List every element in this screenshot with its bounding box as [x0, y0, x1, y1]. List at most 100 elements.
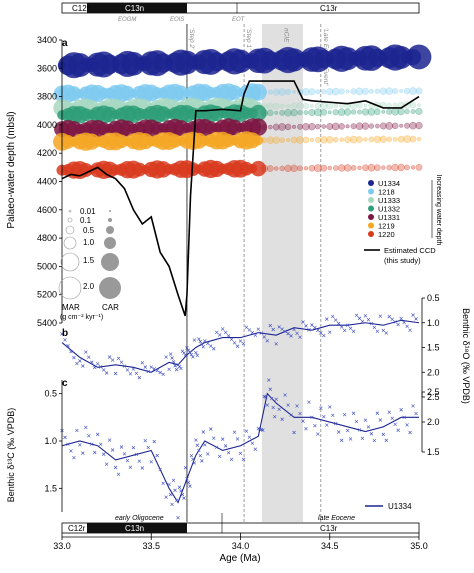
- d18o-point-6-5: [174, 367, 179, 372]
- d18o-point-10-3: [212, 347, 216, 351]
- point-u1332-60: [415, 107, 423, 115]
- x-tick-label-4: 35.0: [410, 541, 428, 551]
- point-1218-50: [355, 87, 364, 96]
- d13c-point-16-3: [301, 419, 305, 423]
- point-u1331-35: [268, 124, 273, 130]
- point-u1331-56: [391, 122, 399, 130]
- d18o-point-3-5: [128, 372, 133, 376]
- d13c-point-18-3: [336, 430, 341, 434]
- d18o-point-13-2: [262, 335, 267, 339]
- point-1220-40: [297, 165, 303, 172]
- y-axis-label-a: Palaeo-water depth (mbsl): [6, 111, 17, 228]
- point-u1332-54: [381, 109, 386, 114]
- point-1220-38: [284, 164, 292, 173]
- point-1218-52: [369, 88, 374, 94]
- d13c-point-1-1: [81, 451, 85, 455]
- d13c-point-4-2: [137, 459, 142, 463]
- point-1219-57: [397, 135, 405, 143]
- d18o-point-20-2: [387, 314, 391, 319]
- point-u1332-53: [374, 108, 381, 116]
- d13c-point-15-5: [289, 413, 293, 417]
- d18o-point-6-4: [173, 364, 177, 368]
- d13c-point-3-1: [116, 472, 121, 477]
- point-u1333-46: [333, 103, 339, 109]
- chron-c13r-top: C13r: [320, 4, 338, 13]
- d18o-point-4-3: [140, 361, 145, 365]
- d18o-point-21-2: [405, 324, 409, 329]
- d13c-point-7-3: [180, 492, 185, 497]
- chron-eot: EOT: [232, 17, 246, 23]
- d13c-point-14-3: [270, 396, 274, 401]
- d13c-point-2-4: [107, 438, 112, 442]
- d13c-point-10-0: [203, 443, 207, 447]
- point-1218-43: [315, 89, 321, 95]
- d18o-point-11-1: [223, 330, 228, 335]
- d18o-point-9-4: [200, 342, 204, 346]
- d18o-point-20-0: [381, 328, 386, 333]
- point-1219-42: [309, 137, 315, 143]
- d18o-point-15-1: [295, 331, 299, 336]
- d13c-point-0-5: [75, 428, 79, 433]
- point-1218-54: [379, 87, 387, 95]
- point-1218-45: [326, 88, 334, 96]
- d13c-point-19-2: [351, 411, 356, 415]
- d13c-point-21-5: [396, 428, 400, 432]
- chron-c13n-top: C13n: [125, 4, 144, 13]
- d13c-point-22-5: [414, 411, 418, 416]
- d18o-point-17-5: [342, 328, 347, 333]
- d18o-point-5-5: [164, 355, 168, 359]
- d13c-point-14-4: [271, 405, 275, 410]
- point-u1333-50: [356, 102, 363, 109]
- d13c-point-12-1: [241, 457, 246, 462]
- d13c-point-5-2: [155, 453, 159, 458]
- panel-label-c: c: [62, 378, 68, 389]
- point-u1331-36: [272, 123, 280, 131]
- point-u1331-45: [326, 123, 334, 130]
- d13c-point-12-5: [253, 447, 258, 451]
- size-legend-value-4: 1.5: [83, 256, 95, 265]
- d18o-point-18-3: [354, 313, 359, 318]
- d13c-point-20-1: [366, 425, 371, 429]
- point-u1332-58: [404, 109, 410, 115]
- d13c-point-17-1: [313, 423, 317, 428]
- point-u1331-40: [297, 123, 303, 130]
- point-1220-41: [303, 166, 309, 171]
- point-1219-38: [285, 137, 291, 143]
- point-u1332-34: [260, 109, 269, 117]
- point-1218-49: [350, 88, 357, 95]
- d18o-point-19-0: [363, 314, 368, 318]
- d18o-point-20-5: [396, 322, 400, 327]
- d18o-point-5-4: [161, 372, 165, 377]
- point-u1332-39: [290, 109, 298, 117]
- d13c-point-5-0: [149, 460, 153, 464]
- d13c-point-8-1: [186, 480, 191, 485]
- epoch-early-oligocene: early Oligocene: [115, 515, 164, 522]
- car-label: CAR: [102, 303, 119, 312]
- d13c-point-0-1: [63, 435, 67, 440]
- point-u1331-43: [315, 123, 321, 130]
- d13c-point-11-0: [220, 437, 225, 441]
- d13c-point-2-0: [95, 432, 100, 437]
- tick-label-c-right-0: 1.5: [427, 447, 440, 457]
- d18o-point-6-2: [170, 356, 174, 360]
- d18o-point-8-0: [185, 346, 189, 350]
- point-u1331-58: [404, 122, 411, 129]
- tick-label-a-1: 3600: [37, 63, 57, 73]
- d18o-point-15-0: [292, 327, 296, 332]
- d13c-point-15-2: [280, 417, 284, 421]
- point-u1332-57: [397, 108, 405, 116]
- d18o-point-11-2: [226, 334, 231, 338]
- d18o-point-0-4: [72, 355, 76, 360]
- chron-c12r-top: C12r: [72, 4, 90, 13]
- d18o-point-15-3: [301, 320, 305, 324]
- annotation-0: 'Step 2': [188, 28, 195, 50]
- d18o-point-6-1: [168, 352, 173, 356]
- point-1218-35: [267, 89, 273, 95]
- d13c-point-20-2: [369, 432, 374, 436]
- legend-swatch-1220: [368, 231, 374, 237]
- d18o-point-11-0: [220, 327, 225, 331]
- d18o-point-2-3: [104, 371, 109, 375]
- d13c-point-8-3: [189, 453, 194, 458]
- d13c-point-9-4: [200, 459, 204, 463]
